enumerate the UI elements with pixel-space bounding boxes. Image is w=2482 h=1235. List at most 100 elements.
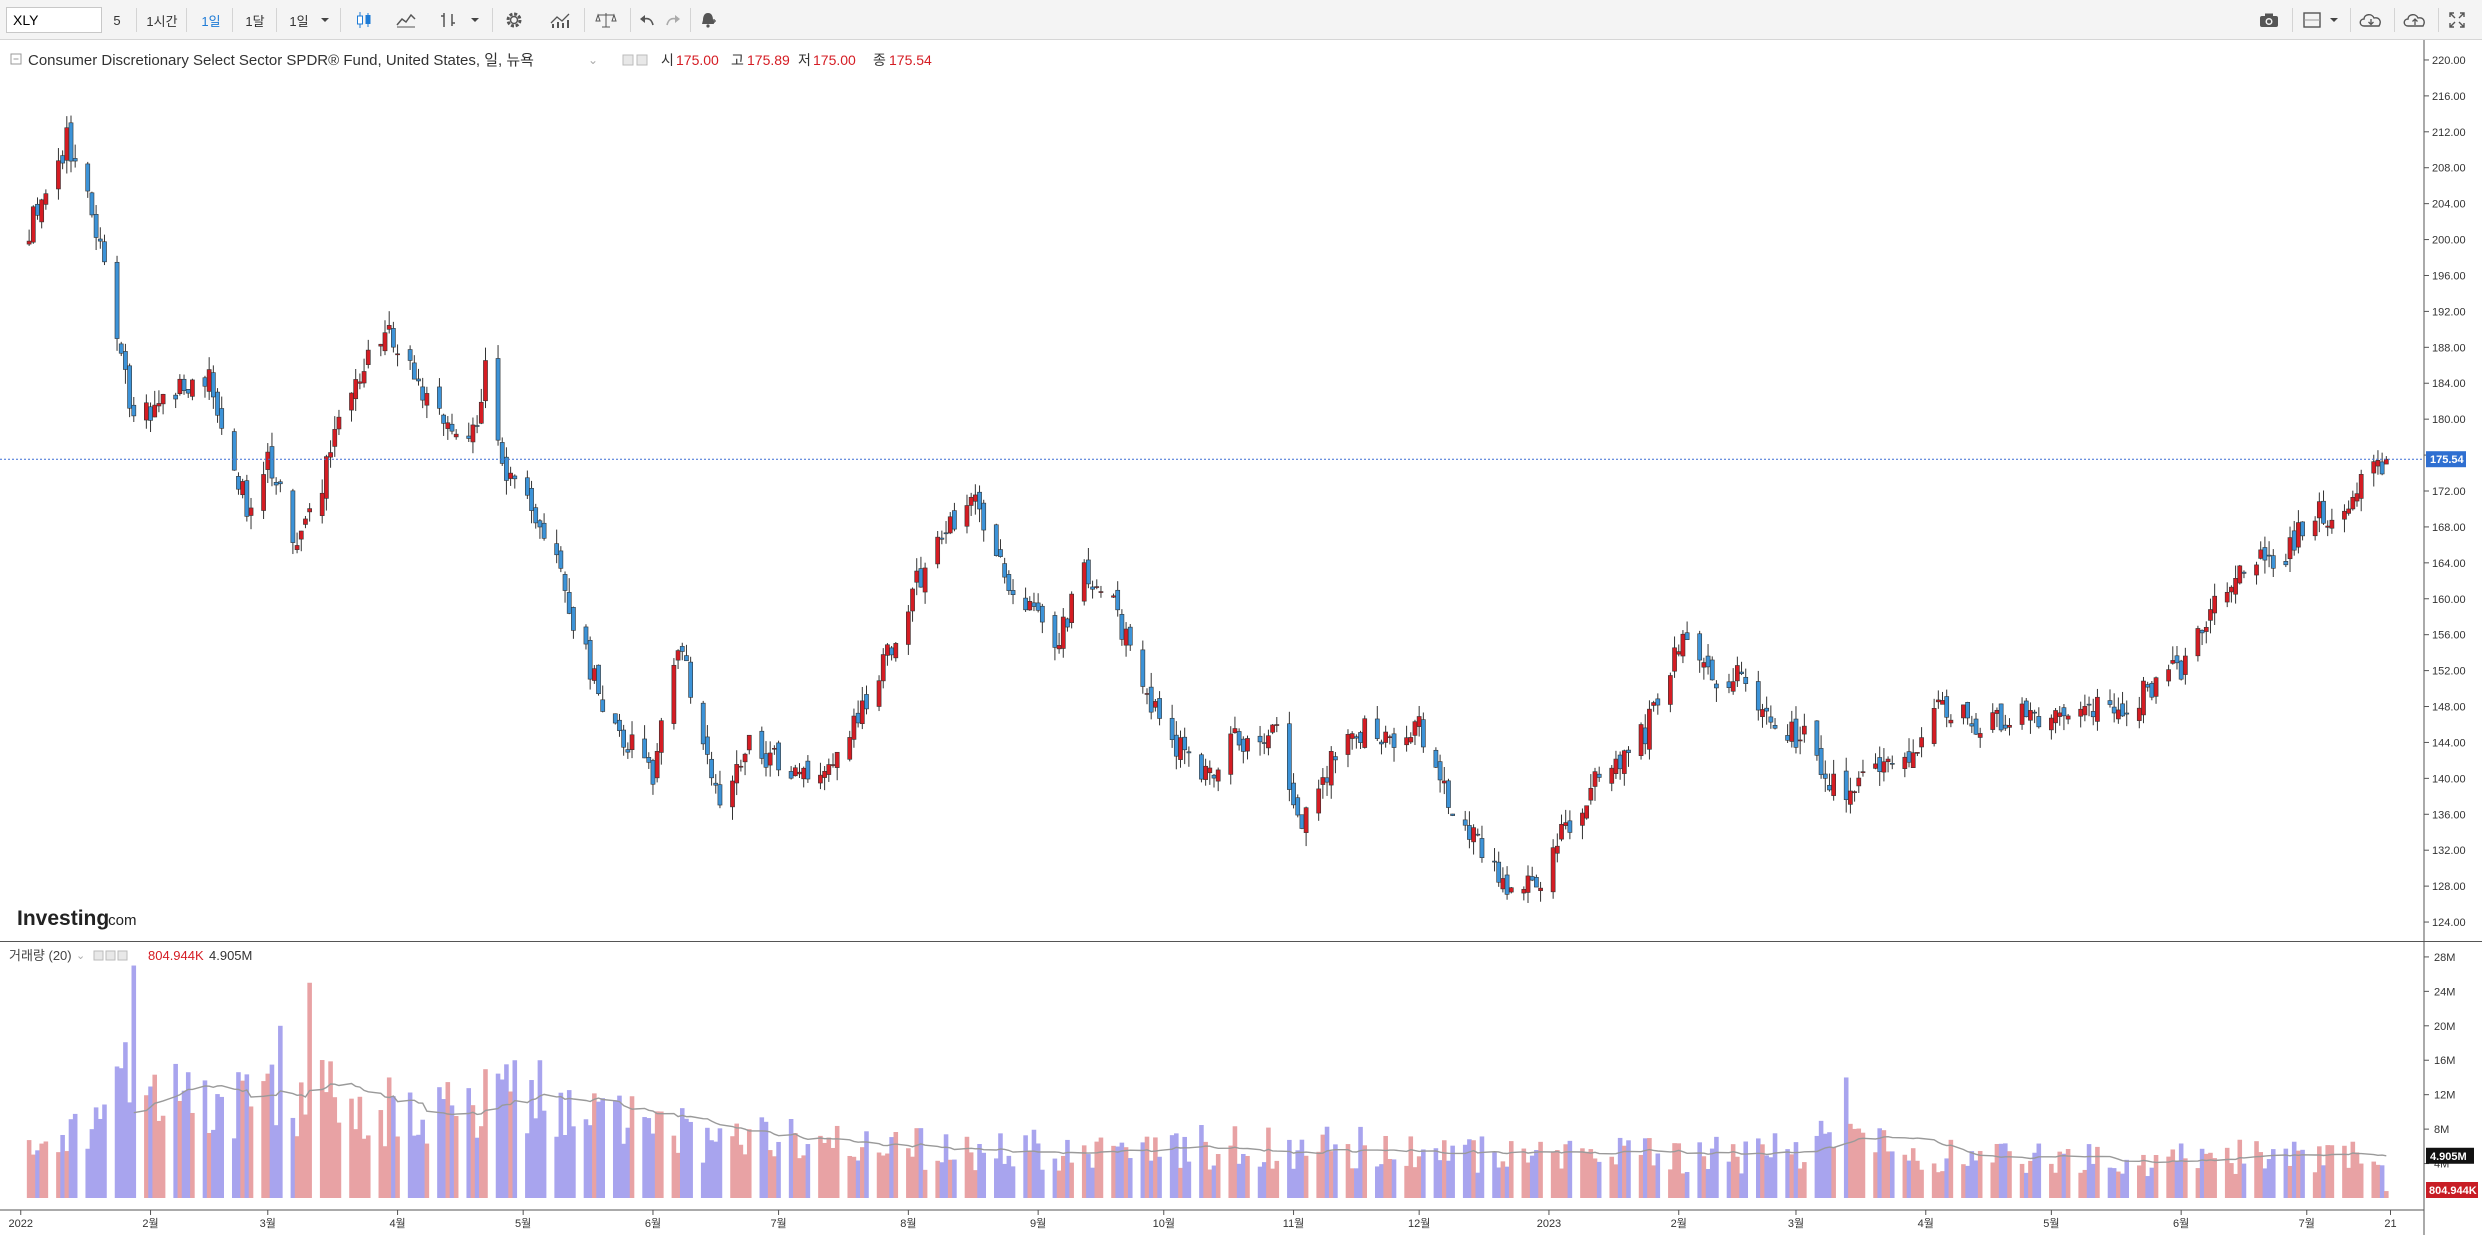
redo-button[interactable] [660,6,686,34]
candle-down [1739,671,1744,675]
volume-bar-up [332,1097,338,1198]
volume-legend-chevron-icon[interactable]: ⌄ [76,950,85,962]
indicators-button[interactable] [544,6,576,34]
screenshot-button[interactable] [2254,6,2284,34]
volume-bar-down [684,1118,689,1198]
volume-bar-up [190,1112,195,1198]
candle-up [1521,888,1527,894]
volume-bar-down [1642,1138,1648,1198]
volume-bar-up [453,1116,459,1198]
candle-up [792,767,798,777]
save-chart-button[interactable] [2398,6,2432,34]
compare-button[interactable] [590,6,622,34]
candle-up [2237,565,2243,584]
candle-up [361,371,367,384]
volume-bar-down [1492,1152,1497,1198]
volume-bar-down [1709,1148,1715,1198]
legend-hide-icon[interactable] [636,54,648,66]
volume-bar-down [1793,1142,1799,1198]
volume-bar-down [1127,1158,1133,1198]
candle-up [1584,805,1589,819]
interval-1day-button[interactable]: 1일 [201,13,221,29]
volume-bar-up [2141,1154,2146,1198]
load-chart-button[interactable] [2354,6,2388,34]
legend-settings-icon[interactable] [622,54,634,66]
time-tick-label: 8월 [900,1217,916,1230]
volume-bar-down [1002,1163,1007,1198]
volume-bar-up [2287,1165,2293,1198]
interval-1hour-button[interactable]: 1시간 [146,13,178,29]
volume-bar-down [2174,1160,2180,1198]
volume-bar-up [2195,1168,2201,1198]
candle-down [2124,712,2130,715]
settings-button[interactable] [498,6,530,34]
volume-bar-down [2149,1167,2155,1198]
bar-type-button[interactable] [432,6,464,34]
volume-bar-down [1291,1168,1296,1198]
volume-bar-up [910,1156,915,1198]
volume-bar-up [2342,1145,2347,1198]
interval-1month-button[interactable]: 1달 [245,13,265,29]
candle-down [1764,707,1770,712]
toolbar-separator [232,8,233,32]
line-type-button[interactable] [390,6,422,34]
volume-bar-down [1973,1160,1979,1198]
candle-down [993,524,999,556]
layout-dropdown-button[interactable] [2326,6,2342,34]
candlestick-type-button[interactable] [348,6,380,34]
candle-down [1391,733,1397,748]
candle-up [206,369,212,392]
volume-bar-down [1119,1142,1125,1198]
alert-button[interactable] [694,6,722,34]
redo-icon [666,15,680,26]
interval-dropdown-button[interactable] [316,6,334,34]
volume-settings-icon[interactable] [93,950,104,961]
symbol-input[interactable] [6,7,102,33]
candle-down [617,719,622,731]
candle-up [386,325,392,330]
candle-up [1060,616,1066,649]
collapse-legend-icon[interactable] [10,53,22,65]
candle-down [219,408,225,429]
volume-bar-up [793,1133,798,1198]
candle-down [709,758,714,779]
volume-bar-down [1906,1160,1912,1198]
volume-remove-icon[interactable] [117,950,128,961]
interval-input[interactable]: 5 [113,12,121,28]
volume-bar-up [386,1077,392,1198]
volume-bar-down [1065,1139,1070,1198]
fullscreen-button[interactable] [2442,6,2472,34]
candle-up [2358,474,2364,499]
candle-up [1621,750,1627,774]
price-chart-canvas[interactable]: 124.00 128.00 132.00 136.00 140.00 144.00 148.… [0,40,2482,1235]
candle-down [1596,773,1602,778]
candle-up [906,611,911,645]
volume-bar-up [382,1146,388,1198]
volume-bar-up [1613,1164,1619,1198]
candle-down [705,736,710,755]
candle-down [537,520,543,528]
candle-up [2053,710,2058,724]
interval-custom-button[interactable]: 1일 [289,13,309,29]
candle-up [328,452,333,458]
candle-down [269,446,275,479]
volume-bar-down [1965,1165,1970,1198]
volume-bar-up [1852,1128,1857,1198]
layout-button[interactable] [2298,6,2326,34]
chart-type-dropdown-button[interactable] [466,6,484,34]
undo-button[interactable] [634,6,660,34]
volume-bar-up [968,1152,974,1198]
candle-down [1291,782,1296,806]
volume-bar-up [1387,1158,1393,1198]
toolbar-separator [136,8,137,32]
candle-down [1906,751,1912,763]
candle-up [2233,578,2238,595]
volume-bar-up [378,1110,384,1198]
candle-down [596,664,601,695]
candle-up [1203,765,1208,780]
legend-chevron-icon[interactable]: ⌄ [588,53,598,67]
volume-bar-up [1860,1132,1866,1198]
volume-hide-icon[interactable] [105,950,116,961]
volume-bar-down [127,1102,132,1198]
candle-up [1668,675,1673,705]
